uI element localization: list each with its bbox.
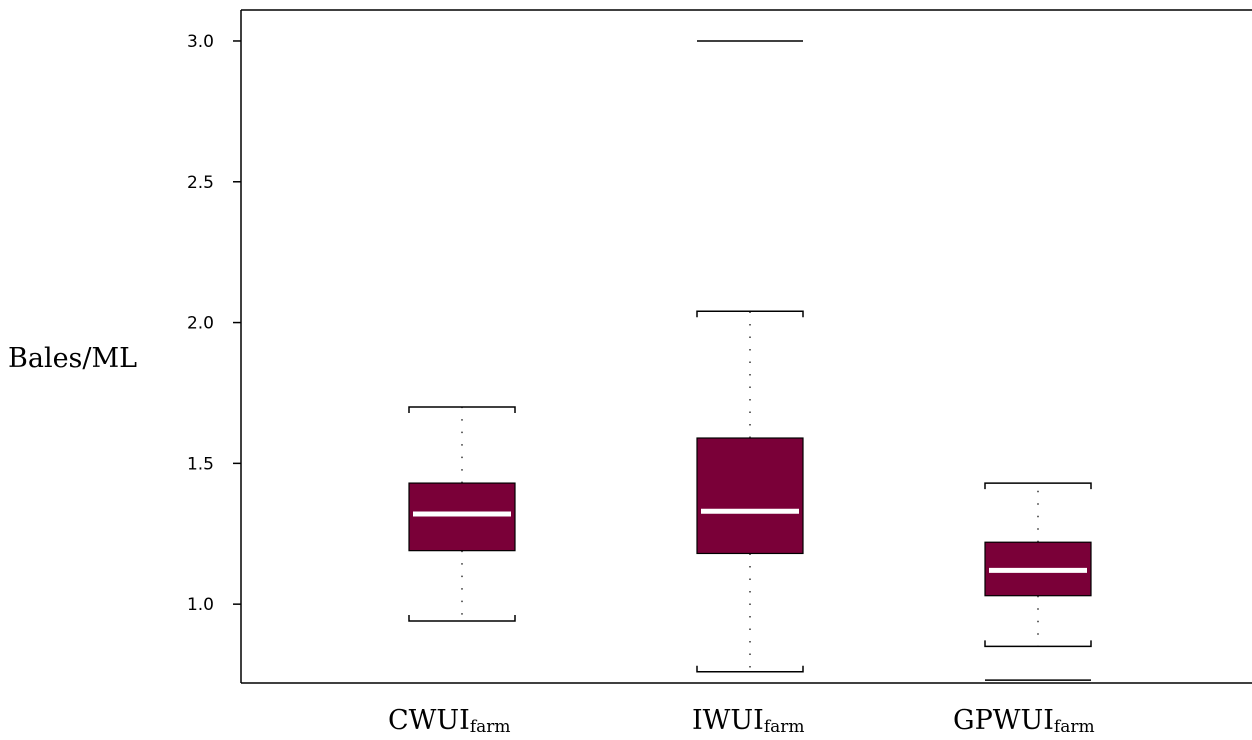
iqr-box (697, 438, 803, 553)
y-tick-label: 1.0 (187, 595, 214, 615)
category-label-main: CWUI (388, 705, 470, 736)
category-label-iwui: IWUIfarm (692, 705, 805, 737)
boxes (409, 41, 1091, 680)
y-tick-label: 2.0 (187, 314, 214, 334)
category-label-cwui: CWUIfarm (388, 705, 511, 737)
category-label-sub: farm (470, 717, 511, 737)
y-tick-label: 2.5 (187, 173, 214, 193)
category-label-main: GPWUI (953, 705, 1054, 736)
y-axis-label: Bales/ML (8, 343, 137, 374)
category-label-gpwui: GPWUIfarm (953, 705, 1095, 737)
lower-whisker-cap (409, 615, 515, 621)
iqr-box (409, 483, 515, 551)
box-group (985, 483, 1091, 680)
category-label-main: IWUI (692, 705, 764, 736)
box-group (697, 41, 803, 672)
y-ticks: 1.0 1.5 2.0 2.5 3.0 (187, 32, 241, 615)
y-tick-label: 3.0 (187, 32, 214, 52)
y-tick-label: 1.5 (187, 454, 214, 474)
lower-whisker-cap (985, 640, 1091, 646)
box-group (409, 407, 515, 621)
category-label-sub: farm (764, 717, 805, 737)
upper-whisker-cap (985, 483, 1091, 489)
category-label-sub: farm (1054, 717, 1095, 737)
